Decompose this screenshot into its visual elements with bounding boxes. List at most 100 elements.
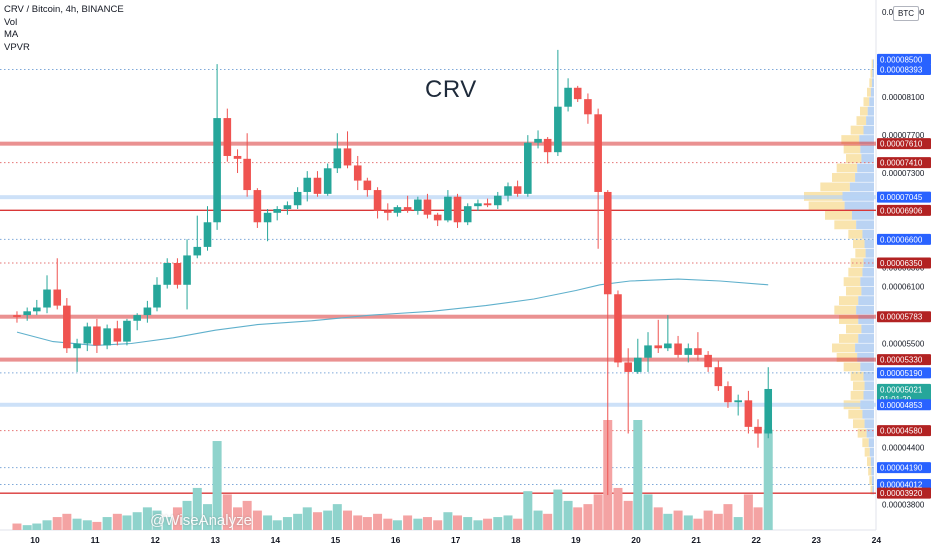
candle-body[interactable] — [113, 328, 122, 342]
candle-body[interactable] — [504, 186, 512, 196]
candle-body[interactable] — [534, 138, 542, 143]
price-label: 0.00008500 — [880, 55, 923, 64]
vpvr-bar — [855, 248, 866, 258]
candle-body[interactable] — [584, 99, 592, 115]
candle-body[interactable] — [423, 199, 432, 215]
price-label: 0.00007610 — [880, 140, 923, 149]
candle-body[interactable] — [53, 289, 62, 306]
candle-body[interactable] — [453, 196, 462, 223]
candle-body[interactable] — [414, 199, 422, 211]
volume-bar — [52, 517, 62, 530]
candle-body[interactable] — [253, 190, 262, 223]
volume-bar — [233, 507, 243, 530]
candle-body[interactable] — [103, 328, 111, 346]
indicator-ma[interactable]: MA — [4, 29, 19, 40]
candle-body[interactable] — [173, 263, 182, 285]
candle-body[interactable] — [263, 212, 272, 223]
candle-body[interactable] — [543, 138, 552, 153]
candle-body[interactable] — [153, 284, 161, 308]
candle-body[interactable] — [594, 114, 602, 192]
candle-body[interactable] — [233, 155, 242, 159]
candle-body[interactable] — [293, 191, 302, 206]
indicator-vpvr[interactable]: VPVR — [4, 41, 30, 53]
candle-body[interactable] — [133, 315, 141, 321]
candle-body[interactable] — [63, 305, 71, 349]
candle-body[interactable] — [483, 203, 492, 206]
vpvr-bar — [872, 59, 874, 69]
candle-body[interactable] — [603, 191, 612, 295]
candle-body[interactable] — [744, 400, 753, 427]
candle-body[interactable] — [614, 294, 622, 363]
candle-body[interactable] — [33, 307, 41, 312]
price-label: 0.00005330 — [880, 356, 923, 365]
price-label-badge — [877, 257, 931, 269]
candle-body[interactable] — [474, 203, 482, 207]
volume-bar — [403, 515, 413, 530]
candle-body[interactable] — [283, 205, 292, 210]
volume-bar — [483, 518, 493, 530]
candle-body[interactable] — [403, 207, 412, 211]
candle-body[interactable] — [444, 196, 452, 221]
candle-body[interactable] — [393, 207, 402, 213]
candle-body[interactable] — [83, 326, 92, 344]
candle-body[interactable] — [564, 87, 572, 107]
candle-body[interactable] — [183, 255, 191, 285]
candle-body[interactable] — [634, 357, 642, 372]
candle-body[interactable] — [13, 315, 21, 317]
candle-body[interactable] — [654, 345, 663, 349]
candle-body[interactable] — [123, 320, 131, 342]
candle-body[interactable] — [674, 343, 682, 355]
candle-body[interactable] — [493, 195, 502, 206]
candle-body[interactable] — [373, 190, 382, 211]
candle-body[interactable] — [313, 177, 322, 194]
candle-body[interactable] — [573, 87, 582, 100]
candle-body[interactable] — [554, 106, 562, 153]
candle-body[interactable] — [273, 209, 282, 213]
vpvr-bar — [863, 125, 874, 135]
candle-body[interactable] — [684, 348, 693, 355]
candle-body[interactable] — [624, 362, 632, 372]
watermark: @WiseAnalyze — [150, 512, 252, 529]
candle-body[interactable] — [223, 118, 232, 156]
candle-body[interactable] — [764, 388, 773, 434]
candle-body[interactable] — [23, 311, 31, 316]
candle-body[interactable] — [343, 148, 352, 166]
candle-body[interactable] — [704, 354, 712, 368]
candle-body[interactable] — [734, 400, 742, 403]
symbol-line[interactable]: CRV / Bitcoin, 4h, BINANCE — [4, 4, 124, 15]
price-label: 0.00005190 — [880, 369, 923, 378]
candle-body[interactable] — [353, 165, 362, 181]
candle-body[interactable] — [193, 246, 202, 256]
candle-body[interactable] — [203, 222, 212, 247]
candle-body[interactable] — [524, 142, 532, 194]
candle-body[interactable] — [43, 289, 51, 308]
candle-body[interactable] — [724, 386, 732, 403]
candle-body[interactable] — [163, 263, 172, 285]
vpvr-bar — [860, 277, 874, 287]
candle-body[interactable] — [333, 148, 342, 169]
candle-body[interactable] — [93, 326, 101, 346]
volume-bar — [523, 491, 533, 530]
candle-body[interactable] — [694, 348, 702, 355]
candle-body[interactable] — [303, 177, 312, 192]
candle-body[interactable] — [383, 210, 392, 213]
currency-button[interactable]: BTC — [893, 6, 919, 21]
vpvr-bar — [839, 334, 859, 343]
indicator-vol[interactable]: Vol — [4, 16, 18, 28]
candle-body[interactable] — [664, 343, 672, 349]
vpvr-bar — [869, 447, 874, 457]
candle-body[interactable] — [73, 343, 81, 349]
candle-body[interactable] — [513, 186, 522, 194]
candle-body[interactable] — [363, 180, 372, 191]
candle-body[interactable] — [143, 307, 152, 316]
candle-body[interactable] — [213, 118, 221, 223]
candle-body[interactable] — [644, 345, 652, 358]
vpvr-bar — [862, 409, 874, 419]
candle-body[interactable] — [714, 367, 723, 387]
candle-body[interactable] — [243, 158, 251, 191]
candle-body[interactable] — [433, 214, 442, 221]
candle-body[interactable] — [754, 426, 762, 434]
candle-body[interactable] — [323, 168, 332, 194]
candle-body[interactable] — [463, 206, 472, 223]
